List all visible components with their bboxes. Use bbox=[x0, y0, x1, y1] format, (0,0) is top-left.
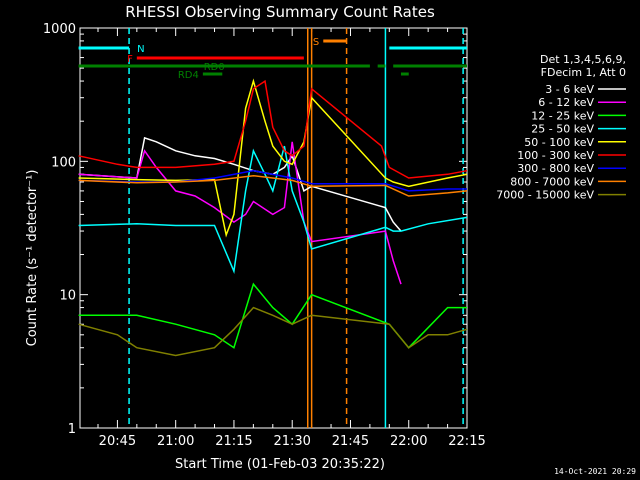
series-line-2 bbox=[78, 141, 402, 285]
flag-label-rd4: RD4 bbox=[178, 70, 199, 81]
x-tick-label: 21:15 bbox=[215, 434, 252, 449]
series-line-9 bbox=[78, 306, 468, 357]
legend-header-line: Det 1,3,4,5,6,9, bbox=[540, 53, 626, 66]
y-tick-label: 1 bbox=[68, 422, 76, 437]
axis-frame bbox=[79, 27, 468, 429]
x-tick-label: 22:00 bbox=[390, 434, 427, 449]
y-tick-label: 1000 bbox=[43, 22, 76, 37]
series-line-8 bbox=[78, 174, 468, 197]
x-tick-label: 22:15 bbox=[448, 434, 485, 449]
series-line-6 bbox=[78, 79, 468, 179]
footer-timestamp: 14-Oct-2021 20:29 bbox=[554, 467, 636, 476]
legend-entry-label: 100 - 300 keV bbox=[517, 149, 594, 162]
y-tick-label: 10 bbox=[59, 289, 76, 304]
legend-entry-label: 800 - 7000 keV bbox=[510, 175, 594, 188]
legend-entry-label: 3 - 6 keV bbox=[545, 83, 594, 96]
x-tick-label: 21:30 bbox=[273, 434, 310, 449]
x-tick-label: 21:00 bbox=[157, 434, 194, 449]
flag-label-rd0: RD0 bbox=[204, 62, 225, 73]
legend-entry-label: 300 - 800 keV bbox=[517, 162, 594, 175]
legend-entry-label: 7000 - 15000 keV bbox=[496, 189, 594, 202]
y-axis-label: Count Rate (s⁻¹ detector⁻¹) bbox=[25, 170, 40, 347]
x-tick-label: 21:45 bbox=[332, 434, 369, 449]
flag-label-f: F bbox=[127, 54, 133, 65]
legend-entry-label: 50 - 100 keV bbox=[524, 136, 594, 149]
legend-entry-label: 25 - 50 keV bbox=[531, 123, 594, 136]
chart-title: RHESSI Observing Summary Count Rates bbox=[125, 3, 435, 21]
flag-label-n: N bbox=[137, 44, 144, 55]
x-tick-label: 20:45 bbox=[99, 434, 136, 449]
flag-label-s: S bbox=[313, 37, 319, 48]
series-line-5 bbox=[78, 78, 468, 238]
series-line-4 bbox=[78, 145, 468, 274]
legend-entry-label: 6 - 12 keV bbox=[538, 96, 594, 109]
plot-area: 20:45 21:00 21:15 21:30 21:45 22:00 22:15 1 10 10… bbox=[43, 22, 486, 449]
legend-header-line: FDecim 1, Att 0 bbox=[541, 66, 626, 79]
y-tick-label: 100 bbox=[51, 155, 76, 170]
series-line-1 bbox=[78, 136, 402, 232]
legend-entry-label: 12 - 25 keV bbox=[531, 109, 594, 122]
x-axis-label: Start Time (01-Feb-03 20:35:22) bbox=[175, 457, 385, 472]
legend: Det 1,3,4,5,6,9,FDecim 1, Att 0 3 - 6 keV… bbox=[496, 53, 626, 202]
series-line-7 bbox=[78, 169, 467, 192]
